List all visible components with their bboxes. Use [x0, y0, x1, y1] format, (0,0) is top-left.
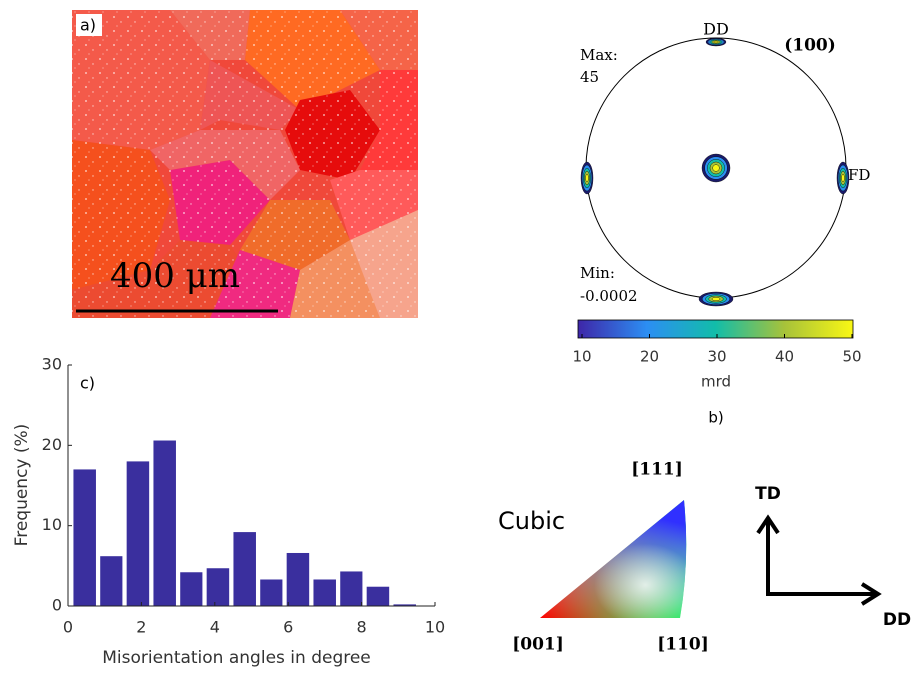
x-tick-label: 0 — [63, 618, 73, 637]
pole-contour — [713, 165, 720, 172]
bar — [313, 579, 336, 606]
pole-right: FD — [848, 166, 870, 184]
pole-title: (100) — [784, 36, 836, 56]
bar — [233, 532, 256, 606]
ipf-corner: [110] — [657, 635, 709, 655]
y-tick-label: 30 — [42, 355, 62, 374]
y-axis-label: Frequency (%) — [12, 424, 32, 547]
colorbar-tick-label: 30 — [707, 348, 726, 366]
bar — [260, 579, 282, 606]
figure: a) 400 μm DD (100) Max: 45 FD Min: -0.00… — [0, 0, 915, 669]
pole-contour — [842, 174, 845, 182]
bar — [73, 469, 96, 606]
bar — [153, 441, 176, 606]
ipf-title: Cubic — [498, 507, 565, 535]
x-axis-label: Misorientation angles in degree — [102, 648, 371, 668]
axis-td: TD — [755, 484, 781, 504]
bar — [100, 556, 122, 606]
panel-label: a) — [80, 16, 96, 35]
scale-bar-label: 400 μm — [110, 256, 240, 296]
max-label: Max: — [580, 46, 618, 64]
pole-figure — [581, 38, 849, 306]
panel-label: b) — [708, 409, 723, 427]
y-tick-label: 20 — [42, 435, 62, 454]
panel-label: c) — [80, 374, 95, 393]
ipf-corner: [001] — [512, 635, 564, 655]
colorbar-tick-label: 20 — [640, 348, 659, 366]
bar — [180, 572, 202, 606]
pole-contour — [714, 41, 719, 43]
direction-arrows — [758, 518, 878, 604]
pole-contour — [712, 297, 720, 300]
min-value: -0.0002 — [580, 287, 638, 305]
x-tick-label: 2 — [136, 618, 146, 637]
histogram: 0 10 20 30 0 2 4 6 8 10 Misorientation angles in d… — [12, 355, 445, 669]
pole-top: DD — [703, 20, 729, 39]
max-value: 45 — [580, 68, 599, 86]
y-tick-label: 10 — [42, 515, 62, 534]
y-tick-label: 0 — [52, 596, 62, 615]
x-tick-label: 4 — [210, 618, 220, 637]
bar — [207, 568, 230, 606]
colorbar-tick-label: 40 — [775, 348, 794, 366]
pole-contour — [586, 174, 589, 182]
min-label: Min: — [580, 264, 615, 282]
x-tick-label: 10 — [425, 618, 445, 637]
axis-dd: DD — [883, 610, 911, 630]
bar — [367, 587, 390, 606]
colorbar-tick-label: 50 — [842, 348, 861, 366]
ipf-corner: [111] — [631, 460, 683, 480]
bar — [287, 553, 310, 606]
colorbar-tick-label: 10 — [572, 348, 591, 366]
bar — [127, 461, 150, 606]
colorbar — [578, 320, 853, 338]
colorbar-label: mrd — [701, 373, 731, 391]
x-tick-label: 8 — [357, 618, 367, 637]
x-tick-label: 6 — [283, 618, 293, 637]
bar — [340, 571, 362, 606]
